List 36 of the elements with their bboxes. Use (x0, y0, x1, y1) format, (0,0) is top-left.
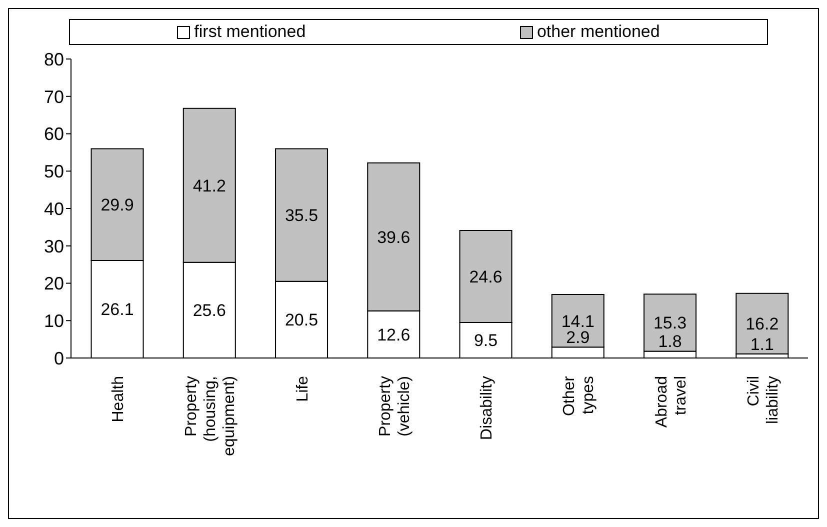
y-tick-label: 50 (44, 162, 64, 182)
data-label: 1.1 (750, 334, 774, 354)
data-label: 26.1 (100, 300, 134, 320)
y-tick-label: 70 (44, 86, 64, 107)
y-tick-label: 60 (44, 124, 64, 144)
y-tick-label: 30 (44, 236, 64, 256)
data-label: 41.2 (192, 176, 226, 196)
data-label: 2.9 (566, 328, 590, 348)
x-tick-label: Health (110, 376, 128, 422)
x-tick-label: Abroad travel (653, 376, 690, 428)
y-tick-label: 0 (54, 348, 64, 368)
data-label: 1.8 (658, 332, 682, 352)
x-tick-label: Property (vehicle) (376, 376, 413, 436)
legend-label: first mentioned (193, 22, 306, 42)
data-label: 9.5 (474, 331, 498, 350)
data-label: 20.5 (284, 310, 318, 330)
bar (736, 292, 789, 354)
data-label: 16.2 (746, 314, 779, 334)
data-label: 14.1 (561, 312, 594, 331)
x-tick-label: Property (housing, equipment) (183, 376, 238, 456)
data-label: 39.6 (377, 228, 410, 247)
data-label: 15.3 (653, 314, 687, 333)
x-tick-label: Civil liability (745, 376, 782, 424)
y-tick-label: 20 (44, 274, 64, 294)
x-tick-label: Other types (561, 375, 598, 416)
data-label: 35.5 (284, 206, 318, 225)
data-label: 24.6 (469, 267, 502, 286)
x-tick-label: Life (294, 376, 312, 402)
x-tick-label: Disability (478, 376, 496, 440)
y-tick-label: 80 (44, 49, 64, 70)
y-tick-label: 40 (44, 198, 64, 219)
y-tick-label: 10 (44, 311, 64, 332)
data-label: 25.6 (192, 301, 226, 320)
legend-label: other mentioned (536, 22, 660, 42)
data-label: 29.9 (100, 196, 134, 215)
data-label: 12.6 (377, 325, 410, 344)
